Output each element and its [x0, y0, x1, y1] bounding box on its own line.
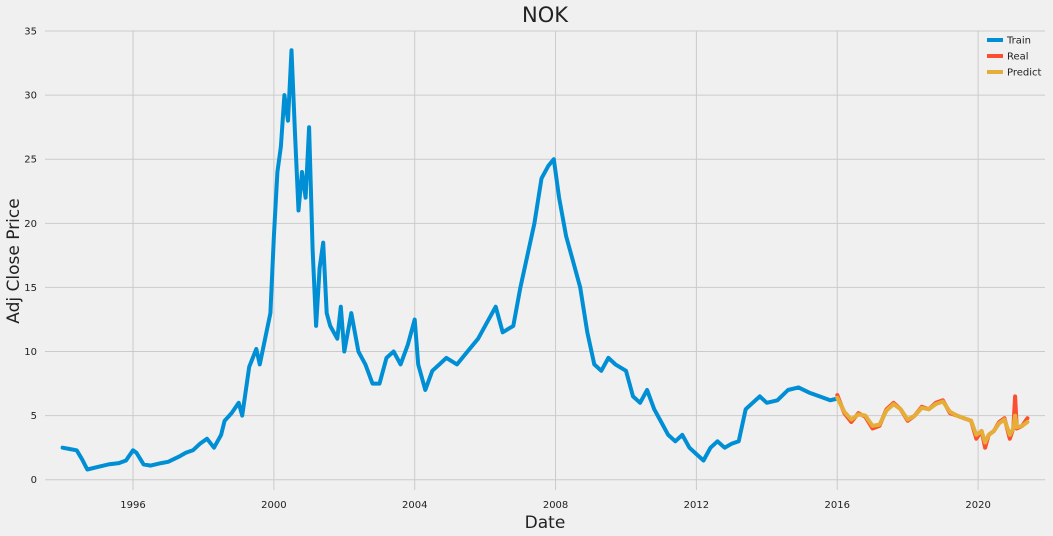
y-tick-label: 10 — [24, 347, 37, 358]
x-tick-label: 2020 — [965, 500, 990, 511]
y-axis: 0 5 10 15 20 25 30 35 — [24, 27, 37, 487]
plot-area — [45, 31, 1045, 490]
legend-label-real: Real — [1007, 52, 1029, 63]
y-tick-label: 30 — [24, 91, 37, 102]
legend: Train Real Predict — [987, 36, 1042, 79]
y-tick-label: 35 — [24, 27, 37, 38]
x-axis: 1996 2000 2004 2008 2012 2016 2020 — [120, 500, 991, 511]
grid — [45, 30, 1045, 490]
y-tick-label: 0 — [31, 475, 37, 486]
series-line-train — [60, 48, 838, 472]
y-tick-label: 20 — [24, 219, 37, 230]
series-line-predict — [835, 395, 1030, 445]
x-tick-label: 2000 — [261, 500, 286, 511]
y-tick-label: 15 — [24, 283, 37, 294]
chart-title: NOK — [522, 3, 569, 27]
y-axis-title: Adj Close Price — [4, 198, 24, 323]
y-tick-label: 5 — [31, 411, 37, 422]
x-tick-label: 2008 — [543, 500, 568, 511]
series-group — [60, 48, 1030, 472]
x-tick-label: 1996 — [120, 500, 145, 511]
legend-label-predict: Predict — [1007, 68, 1042, 79]
x-tick-label: 2016 — [825, 500, 850, 511]
y-tick-label: 25 — [24, 155, 37, 166]
x-axis-title: Date — [525, 513, 566, 533]
legend-label-train: Train — [1006, 36, 1031, 47]
x-tick-label: 2004 — [402, 500, 427, 511]
x-tick-label: 2012 — [684, 500, 709, 511]
